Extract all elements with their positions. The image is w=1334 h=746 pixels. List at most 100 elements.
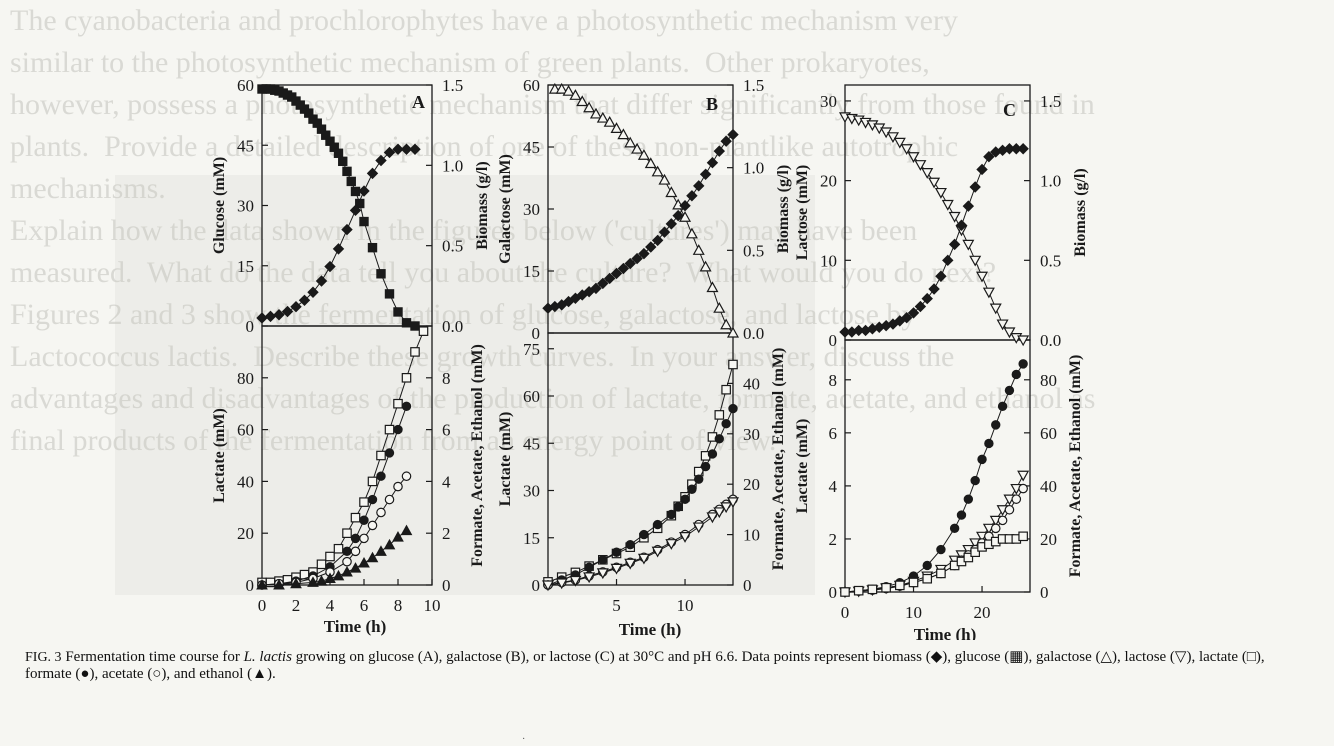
- x-tick-label: 0: [841, 603, 850, 622]
- x-tick-label: 5: [612, 596, 621, 615]
- marker-square-filled: [333, 148, 344, 158]
- marker-circle-open: [367, 520, 378, 531]
- marker-diamond-filled: [955, 219, 968, 231]
- y-left-tick-label: 20: [237, 524, 254, 543]
- marker-diamond-filled: [720, 135, 732, 147]
- marker-square-filled: [359, 216, 369, 227]
- marker-triangle-open: [726, 326, 740, 338]
- y-right-tick-label: 40: [1040, 477, 1057, 496]
- background-line: Figures 2 and 3 show the fermentation of…: [10, 298, 917, 331]
- marker-square-open: [867, 584, 878, 595]
- marker-triangle-open-down: [996, 319, 1009, 331]
- marker-square-open: [963, 552, 974, 563]
- marker-square-open: [410, 347, 420, 357]
- marker-diamond-filled: [281, 305, 294, 318]
- marker-triangle-open-down: [934, 187, 947, 199]
- marker-diamond-filled: [693, 180, 705, 192]
- y-right-tick-label: 30: [743, 425, 760, 444]
- marker-diamond-filled: [651, 234, 664, 247]
- y-right-axis-label: Formate, Acetate, Ethanol (mM): [770, 348, 787, 571]
- series-triangle-open-down: [541, 497, 740, 592]
- marker-circle-filled: [342, 546, 352, 557]
- series-triangle-open: [548, 82, 740, 338]
- y-right-axis-label: Formate, Acetate, Ethanol (mM): [469, 344, 486, 567]
- marker-triangle-open-down: [596, 568, 609, 580]
- marker-diamond-filled: [942, 254, 954, 267]
- y-left-tick-label: 30: [523, 482, 540, 501]
- marker-circle-open: [342, 556, 352, 567]
- y-right-tick-label: 0.0: [442, 317, 463, 336]
- y-right-tick-label: 10: [743, 526, 760, 545]
- marker-triangle-open-down: [989, 303, 1002, 315]
- marker-square-filled: [410, 321, 420, 331]
- marker-circle-open: [384, 494, 395, 505]
- marker-square-open: [936, 568, 946, 579]
- y-left-tick-label: 60: [523, 76, 540, 95]
- marker-triangle-open: [603, 115, 616, 127]
- y-right-tick-label: 20: [1040, 530, 1057, 549]
- marker-circle-filled: [625, 539, 635, 550]
- marker-square-filled: [393, 307, 403, 317]
- marker-square-open: [342, 528, 352, 538]
- marker-triangle-open: [610, 122, 623, 133]
- marker-circle-open: [990, 523, 1001, 534]
- y-right-tick-label: 0: [1040, 583, 1049, 602]
- marker-square-open: [333, 543, 344, 554]
- marker-diamond-filled: [699, 168, 712, 180]
- y-right-axis-label: Biomass (g/l): [1072, 168, 1089, 256]
- y-left-tick-label: 45: [523, 138, 540, 157]
- figure-caption: FIG. 3 Fermentation time course for L. l…: [25, 649, 1315, 683]
- marker-triangle-open: [631, 142, 644, 154]
- marker-triangle-open-down: [541, 580, 555, 592]
- y-left-axis-label: Galactose (mM): [497, 154, 514, 264]
- series-triangle-open-down: [838, 112, 1030, 347]
- marker-circle-filled: [384, 448, 395, 458]
- marker-triangle-open-down: [1017, 470, 1030, 482]
- marker-triangle-open-down: [886, 132, 899, 144]
- background-line: mechanisms.: [10, 172, 166, 205]
- caption-species: L. lactis: [243, 649, 292, 665]
- marker-circle-filled: [687, 484, 697, 494]
- marker-diamond-filled: [727, 128, 739, 141]
- series-circle-open: [257, 471, 412, 590]
- y-left-axis-label: Lactate (mM): [794, 419, 811, 514]
- y-right-tick-label: 60: [1040, 424, 1057, 443]
- caption-fig-label: FIG. 3: [25, 650, 62, 665]
- series-diamond-filled: [542, 128, 739, 314]
- marker-circle-filled: [949, 523, 960, 534]
- background-line: Lactococcus lactis. Describe these growt…: [10, 340, 955, 373]
- marker-circle-filled: [666, 509, 677, 520]
- marker-diamond-filled: [948, 238, 961, 251]
- y-right-tick-label: 1.0: [442, 156, 463, 175]
- marker-triangle-open-down: [610, 563, 623, 575]
- y-right-tick-label: 0.0: [1040, 331, 1061, 350]
- marker-diamond-filled: [315, 275, 328, 287]
- marker-triangle-open: [699, 260, 712, 272]
- marker-square-filled: [346, 176, 356, 187]
- marker-triangle-open-down: [583, 572, 596, 584]
- marker-circle-filled: [1004, 385, 1015, 396]
- marker-circle-filled: [673, 502, 683, 512]
- y-right-tick-label: 0.5: [1040, 251, 1061, 270]
- marker-diamond-filled: [935, 270, 947, 282]
- marker-square-open: [721, 384, 731, 395]
- marker-diamond-filled: [290, 301, 302, 313]
- marker-triangle-open: [583, 101, 596, 113]
- marker-diamond-filled: [273, 309, 285, 321]
- marker-diamond-filled: [256, 312, 268, 324]
- marker-diamond-filled: [383, 146, 396, 159]
- marker-circle-open: [350, 546, 361, 557]
- x-tick-label: 8: [394, 596, 403, 615]
- x-tick-label: 2: [292, 596, 301, 615]
- y-right-tick-label: 1.5: [442, 76, 463, 95]
- marker-triangle-open-down: [1003, 327, 1016, 339]
- marker-diamond-filled: [409, 143, 421, 155]
- marker-square-filled: [401, 318, 412, 328]
- y-left-tick-label: 20: [820, 172, 837, 191]
- marker-diamond-filled: [392, 143, 404, 155]
- marker-circle-filled: [997, 401, 1008, 412]
- marker-circle-filled: [700, 461, 711, 472]
